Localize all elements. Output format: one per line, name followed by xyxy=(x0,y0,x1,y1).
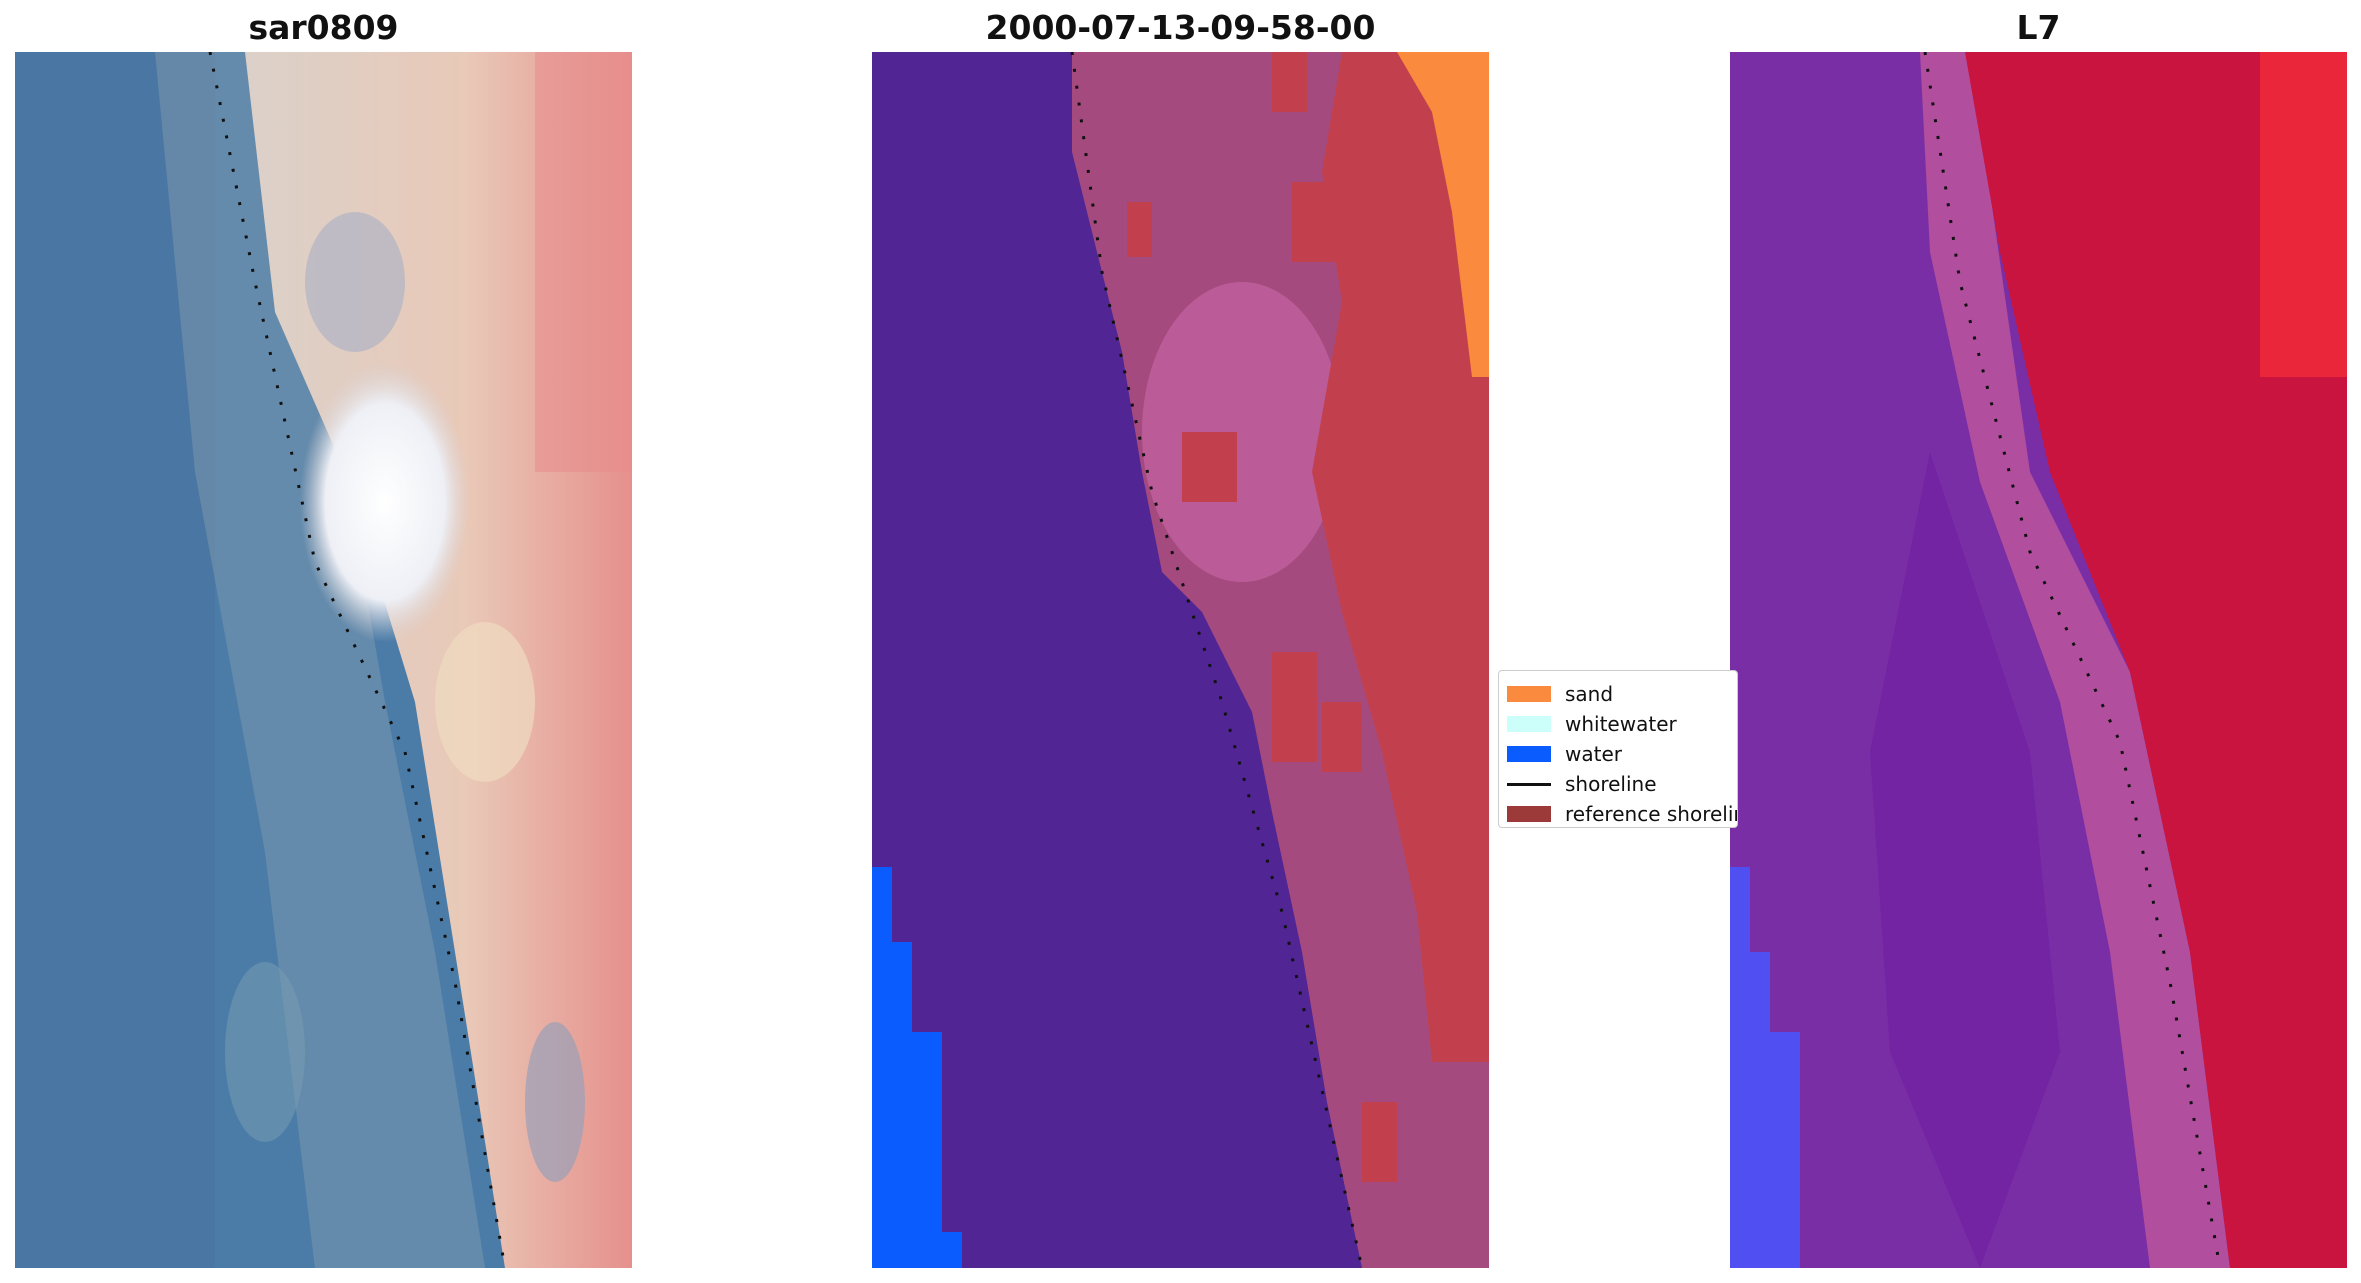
classified-image xyxy=(872,52,1489,1268)
legend-item-water: water xyxy=(1507,739,1737,769)
sand-class-area xyxy=(1397,52,1489,377)
legend-label: water xyxy=(1565,742,1622,766)
blue-area xyxy=(1730,867,1800,1268)
panel-title-center: 2000-07-13-09-58-00 xyxy=(985,8,1376,47)
land-area xyxy=(215,52,632,1268)
panel-title-right: L7 xyxy=(2016,8,2061,47)
legend-label: reference shoreline xyxy=(1565,802,1737,826)
panel-title-left: sar0809 xyxy=(248,8,399,47)
reference-shoreline-swatch xyxy=(1507,806,1551,822)
red-area xyxy=(1965,52,2347,1268)
surf-zone xyxy=(155,52,485,1268)
legend-item-reference-shoreline: reference shoreline xyxy=(1507,799,1737,827)
water-blue-area xyxy=(872,867,962,1268)
legend-label: whitewater xyxy=(1565,712,1677,736)
water-swatch xyxy=(1507,746,1551,762)
legend: sand whitewater water shoreline referenc… xyxy=(1498,670,1738,828)
legend-item-sand: sand xyxy=(1507,679,1737,709)
legend-item-shoreline: shoreline xyxy=(1507,769,1737,799)
shoreline-line-swatch xyxy=(1507,782,1551,786)
whitewater-swatch xyxy=(1507,716,1551,732)
transition-band xyxy=(1920,52,2230,1268)
legend-label: sand xyxy=(1565,682,1614,706)
l7-index-image xyxy=(1730,52,2347,1268)
legend-label: shoreline xyxy=(1565,772,1657,796)
bright-sand-patch xyxy=(300,362,470,642)
red-class-strip xyxy=(1312,52,1489,1062)
sand-swatch xyxy=(1507,686,1551,702)
legend-item-whitewater: whitewater xyxy=(1507,709,1737,739)
sar-rgb-image xyxy=(15,52,632,1268)
